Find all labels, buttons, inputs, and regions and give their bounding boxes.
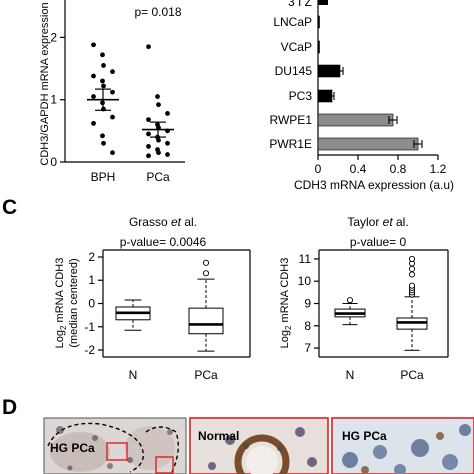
grasso-box	[188, 307, 224, 335]
grasso-ytick-label: 2	[88, 250, 95, 264]
grasso-xtick-n: N	[129, 368, 138, 382]
taylor-outlier	[408, 282, 416, 289]
histology-hg-image: HG PCa	[331, 417, 474, 474]
taylor-ylabel: Log2 mRNA CDH3	[279, 258, 293, 349]
panel-b: 3 I Z LNCaP VCaP DU145 PC3 RWPE1 PWR1E 0 0.4 0.…	[269, 0, 454, 192]
panel-a-point	[146, 44, 151, 50]
panel-a-point	[156, 137, 161, 143]
taylor-outlier	[408, 255, 416, 262]
panel-b-category-label: PC3	[289, 89, 313, 103]
panel-a-point	[91, 42, 96, 48]
panel-c-letter: C	[2, 196, 17, 219]
panel-b-bar	[317, 40, 320, 54]
panel-a-ylabel: CDH3/GAPDH mRNA expression	[39, 2, 51, 165]
panel-a-point	[100, 133, 105, 139]
panel-c-taylor: Taylor et al. p-value= 0 Log2 mRNA CDH3 …	[279, 215, 449, 382]
taylor-xtick-pca: PCa	[400, 368, 424, 382]
histology-hg-label: HG PCa	[50, 441, 95, 455]
panel-a-point	[146, 153, 151, 159]
taylor-xtick-n: N	[346, 368, 355, 382]
panel-a-point	[101, 63, 106, 68]
grasso-ytick-label: -1	[84, 320, 95, 334]
taylor-outlier	[408, 265, 416, 272]
taylor-title: Taylor et al.	[347, 215, 408, 229]
grasso-xtick-pca: PCa	[194, 368, 218, 382]
panel-b-xtick-label: 0.4	[350, 162, 367, 176]
panel-a-point	[100, 52, 105, 58]
taylor-ytick-label: 7	[304, 341, 311, 355]
panel-a-xtick-bph: BPH	[91, 170, 116, 184]
panel-a-point	[100, 78, 105, 84]
grasso-pvalue: p-value= 0.0046	[120, 235, 207, 249]
taylor-ytick-label: 10	[298, 274, 312, 288]
panel-a-point	[165, 152, 170, 157]
histology-normal-label: Normal	[198, 429, 239, 443]
panel-a-xtick-pca: PCa	[146, 170, 170, 184]
histology-hg-label-2: HG PCa	[342, 429, 387, 443]
panel-a-point	[110, 89, 115, 95]
panel-a-point	[110, 114, 115, 120]
panel-b-category-label: LNCaP	[273, 15, 312, 29]
panel-a-point	[156, 102, 161, 108]
panel-a-point	[101, 83, 106, 89]
panel-a-ytick-label: 2	[50, 30, 57, 44]
panel-a-point	[165, 111, 170, 116]
panel-a: 012 CDH3/GAPDH mRNA expression p= 0.018 …	[39, 0, 185, 184]
panel-b-bar	[317, 137, 419, 151]
grasso-ytick-label: 1	[88, 273, 95, 287]
panel-b-category-label: DU145	[275, 64, 313, 78]
taylor-ytick-label: 11	[299, 252, 312, 266]
grasso-ylabel: Log2 mRNA CDH3	[54, 258, 68, 349]
panel-b-category-label: PWR1E	[269, 137, 312, 151]
histology-left-image: HG PCa	[43, 417, 187, 474]
histology-normal-image: Normal	[189, 417, 329, 474]
panel-d-letter: D	[2, 396, 17, 419]
panel-b-partial-label: 3 I Z	[288, 0, 312, 9]
panel-b-xtick-label: 0.8	[390, 162, 407, 176]
taylor-outlier	[408, 271, 416, 278]
grasso-ytick-label: -2	[84, 343, 95, 357]
panel-b-bar	[317, 15, 320, 29]
panel-c-grasso: Grasso et al. p-value= 0.0046 Log2 mRNA …	[54, 215, 251, 382]
grasso-ylabel-2: (median centered)	[68, 258, 80, 347]
panel-a-point	[146, 144, 151, 149]
panel-a-point	[146, 131, 151, 137]
panel-a-point	[155, 94, 160, 99]
panel-a-point	[146, 117, 151, 123]
panel-b-category-label: RWPE1	[270, 113, 313, 127]
panel-a-point	[156, 150, 161, 156]
panel-b-category-label: VCaP	[281, 40, 312, 54]
panel-a-point	[91, 94, 96, 99]
panel-a-ytick-label: 1	[50, 93, 57, 107]
panel-a-point	[101, 140, 106, 146]
panel-b-xtick-label: 0	[315, 162, 322, 176]
histology-zoom-box-2	[155, 456, 174, 474]
grasso-ytick-label: 0	[88, 297, 95, 311]
taylor-ytick-label: 9	[304, 297, 311, 311]
panel-a-point	[110, 69, 115, 75]
panel-a-pvalue: p= 0.018	[134, 5, 181, 19]
panel-a-point	[91, 120, 96, 126]
panel-b-xtick-label: 1.2	[430, 162, 447, 176]
histology-zoom-box-1	[106, 442, 128, 461]
panel-b-bar-partial	[318, 0, 328, 5]
grasso-outlier	[202, 259, 210, 266]
panel-a-point	[165, 140, 170, 146]
grasso-outlier	[202, 270, 210, 277]
panel-b-xlabel: CDH3 mRNA expression (a.u)	[294, 178, 454, 192]
taylor-pvalue: p-value= 0	[350, 235, 407, 249]
panel-a-ytick-label: 0	[50, 155, 57, 169]
panel-b-bar	[317, 113, 394, 127]
panel-a-point	[110, 150, 115, 156]
grasso-title: Grasso et al.	[129, 215, 197, 229]
taylor-ytick-label: 8	[304, 319, 311, 333]
taylor-outlier	[346, 297, 354, 304]
panel-a-point	[91, 73, 96, 79]
